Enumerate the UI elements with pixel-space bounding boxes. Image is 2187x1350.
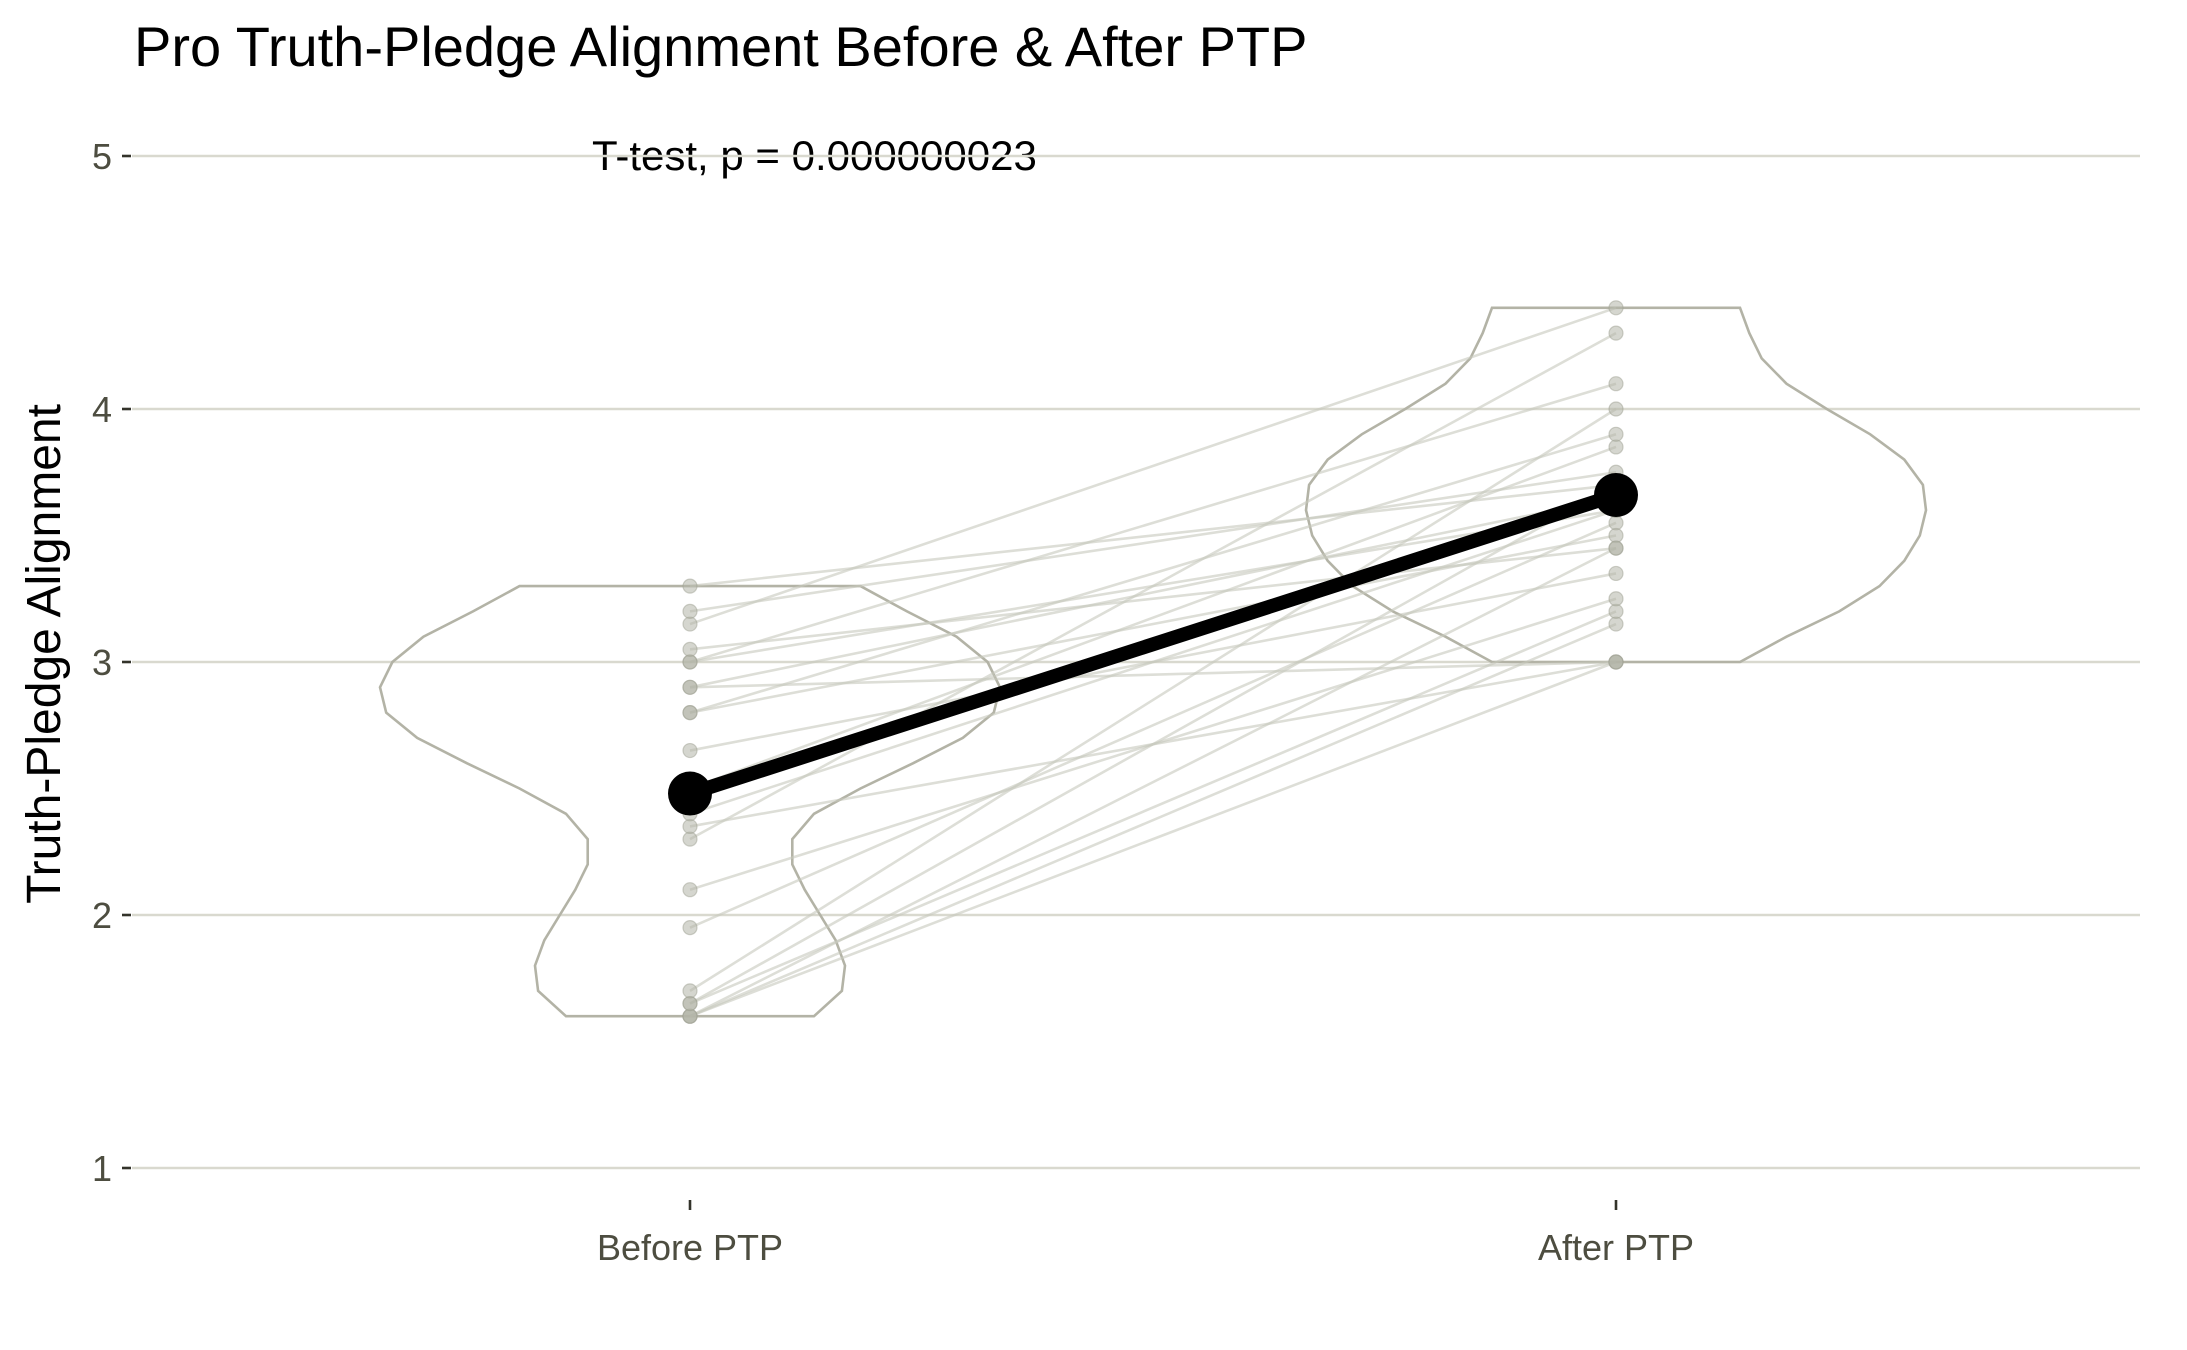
- y-tick-label: 1: [92, 1148, 112, 1189]
- after-point: [1608, 515, 1624, 531]
- gridlines: [132, 154, 2140, 1170]
- after-point: [1608, 654, 1624, 670]
- paired-line: [689, 445, 1617, 790]
- mean-point-after: [1594, 473, 1638, 518]
- paired-line: [689, 470, 1617, 613]
- before-point: [682, 641, 698, 657]
- after-point: [1608, 527, 1624, 544]
- after-point: [1608, 540, 1624, 556]
- y-tick-label: 2: [92, 895, 112, 936]
- violin-after: [1304, 306, 1928, 664]
- before-point: [682, 983, 698, 999]
- paired-line: [689, 660, 1617, 689]
- after-point: [1608, 426, 1624, 442]
- paired-line: [689, 660, 1617, 1018]
- after-point: [1608, 603, 1624, 620]
- before-point: [682, 704, 698, 721]
- paired-line: [689, 572, 1617, 752]
- before-point: [682, 995, 698, 1012]
- violin-before: [378, 584, 1002, 1018]
- x-axis: Before PTP After PTP: [597, 1200, 1694, 1268]
- y-axis: 1 2 3 4 5: [92, 136, 131, 1189]
- before-point: [682, 603, 698, 620]
- before-point: [682, 920, 698, 936]
- paired-line: [689, 508, 1617, 664]
- after-point: [1608, 439, 1624, 455]
- mean-point-before: [668, 771, 712, 816]
- before-point: [682, 1008, 698, 1024]
- x-tick-label: Before PTP: [597, 1227, 783, 1268]
- mean-line: [683, 488, 1623, 801]
- x-tick-label: After PTP: [1538, 1227, 1694, 1268]
- after-point: [1608, 300, 1624, 316]
- after-point: [1608, 616, 1624, 632]
- before-point: [682, 679, 698, 695]
- y-tick-label: 4: [92, 389, 112, 430]
- paired-line: [689, 660, 1617, 828]
- paired-line: [689, 496, 1617, 689]
- y-tick-label: 5: [92, 136, 112, 177]
- violins: [378, 306, 1928, 1018]
- before-point: [682, 818, 698, 835]
- before-point: [682, 616, 698, 632]
- paired-line: [689, 382, 1617, 664]
- after-point: [1608, 401, 1624, 417]
- after-point: [1608, 325, 1624, 341]
- paired-line: [689, 521, 1617, 929]
- y-tick-label: 3: [92, 642, 112, 683]
- mean-trend: [668, 473, 1638, 816]
- paired-line: [689, 306, 1617, 626]
- paired-line: [689, 483, 1617, 588]
- before-point: [682, 578, 698, 594]
- paired-line: [689, 546, 1617, 651]
- y-axis-label: Truth-Pledge Alignment: [18, 404, 71, 904]
- before-point: [682, 831, 698, 847]
- after-point: [1608, 591, 1624, 607]
- paired-lines: [689, 306, 1617, 1018]
- paired-line: [689, 610, 1617, 1005]
- paired-line: [689, 407, 1617, 993]
- after-point: [1608, 376, 1624, 392]
- chart-title: Pro Truth-Pledge Alignment Before & Afte…: [134, 15, 1307, 78]
- paired-line: [689, 433, 1617, 714]
- before-point: [682, 882, 698, 898]
- after-point: [1608, 565, 1624, 582]
- before-point: [682, 742, 698, 759]
- before-point: [682, 654, 698, 670]
